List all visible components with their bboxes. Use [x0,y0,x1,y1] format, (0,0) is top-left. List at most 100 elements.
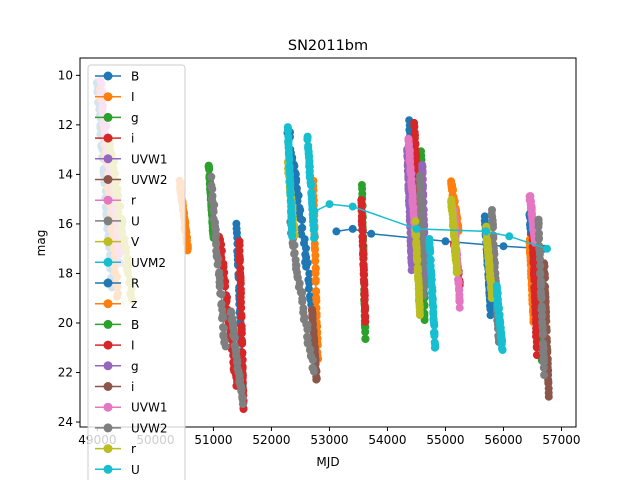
legend-label: I [131,339,135,353]
y-tick-label: 16 [58,217,73,231]
y-tick-label: 20 [58,316,73,330]
data-point [360,296,369,304]
data-point [455,303,464,312]
data-point [358,241,367,250]
data-point [348,224,357,233]
x-tick-label: 53000 [310,433,348,447]
legend-label: i [131,380,134,394]
data-point [311,257,320,265]
data-point [489,223,497,232]
data-point [415,311,424,320]
data-point [494,303,503,312]
data-point [309,367,318,376]
legend-label: I [131,90,135,104]
legend-label: V [131,235,140,249]
data-point [298,223,307,232]
data-point [205,164,214,173]
legend-swatch-marker [103,175,113,184]
data-point [238,339,247,348]
data-point [532,351,541,360]
legend-label: g [131,111,139,125]
data-point [537,312,546,321]
data-point [237,303,246,312]
data-point [544,392,553,401]
legend-swatch-marker [103,299,113,309]
legend-label: B [131,318,139,332]
legend-box [87,64,186,480]
data-point [358,226,367,235]
data-point [236,279,245,288]
legend-swatch-marker [103,237,113,247]
data-point [486,305,495,314]
legend-label: UVM2 [131,256,166,270]
data-point [306,171,314,180]
data-point [530,276,539,285]
data-marks [92,76,553,413]
data-point [405,146,414,155]
data-point [332,227,341,236]
data-point [220,324,228,333]
y-axis-ticks: 10 12 14 16 18 20 22 24 [58,68,80,429]
data-point [310,207,319,216]
legend-swatch-marker [103,340,113,350]
y-tick-label: 14 [58,167,73,181]
data-point [441,237,450,246]
data-point [212,240,221,249]
data-point [311,277,320,286]
data-point [538,305,546,314]
y-tick-label: 10 [58,68,73,82]
series-u [207,171,549,409]
data-point [416,183,425,192]
x-tick-label: 57000 [542,433,580,447]
data-point [413,257,422,265]
y-tick-label: 12 [58,118,73,132]
data-point [312,297,321,305]
data-point [426,248,435,257]
data-point [303,135,312,144]
data-point [303,325,312,334]
data-point [431,342,440,351]
data-point [310,225,319,233]
legend-swatch-marker [103,216,113,226]
x-tick-label: 54000 [368,433,406,447]
data-point [426,256,435,265]
data-point [219,313,228,322]
plot-frame [79,57,577,428]
data-point [505,232,514,241]
data-point [359,270,368,279]
data-point [298,297,307,306]
data-point [361,335,370,343]
data-point [213,260,222,269]
x-tick-label: 55000 [426,433,464,447]
legend-swatch-marker [103,92,113,102]
data-point [286,190,295,199]
legend-swatch-marker [103,257,113,267]
data-point [304,284,313,293]
legend-swatch-marker [103,361,113,371]
data-point [288,231,297,239]
data-point [538,330,547,339]
data-point [237,328,246,337]
data-point [217,290,226,299]
data-point [486,311,495,320]
data-point [290,249,299,257]
legend-label: r [131,442,136,456]
data-point [361,306,369,314]
data-point [536,261,545,270]
data-point [536,270,545,279]
data-point [285,155,294,164]
data-point [412,224,421,233]
y-tick-label: 18 [58,266,73,280]
legend-label: UVW2 [131,173,168,187]
data-point [455,296,464,305]
data-point [211,233,220,242]
data-point [209,207,218,216]
chart-title: SN2011bm [288,38,368,54]
data-point [207,172,216,181]
data-point [302,244,310,253]
legend-swatch-marker [103,319,113,329]
data-point [428,286,437,295]
data-point [312,374,321,383]
data-point [532,343,541,352]
